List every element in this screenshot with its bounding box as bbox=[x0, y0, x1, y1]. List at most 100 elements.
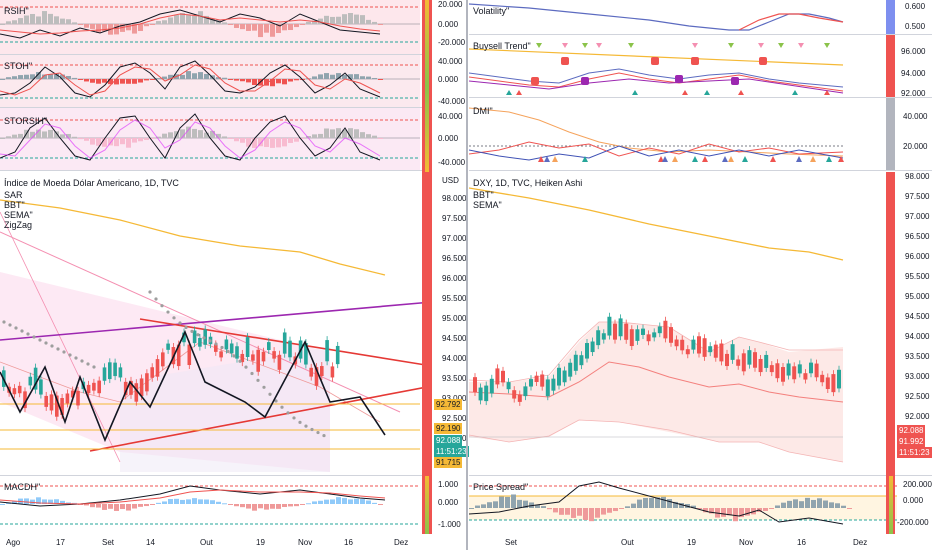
histogram-bar bbox=[282, 79, 287, 85]
histogram-bar bbox=[360, 132, 365, 138]
right-time-axis[interactable]: Set Out 19 Nov 16 Dez bbox=[469, 534, 897, 550]
candle bbox=[123, 381, 128, 396]
histogram-bar bbox=[805, 497, 810, 508]
candle bbox=[797, 364, 802, 374]
histogram-bar bbox=[372, 502, 377, 504]
histogram-bar bbox=[360, 499, 365, 504]
histogram-bar bbox=[54, 131, 59, 138]
histogram-bar bbox=[282, 504, 287, 508]
volatility-axis[interactable]: 0.600 0.500 bbox=[897, 0, 932, 34]
histogram-bar bbox=[168, 74, 173, 79]
histogram-bar bbox=[36, 129, 41, 138]
histogram-bar bbox=[216, 77, 221, 79]
candle bbox=[501, 370, 505, 383]
histogram-bar bbox=[703, 508, 708, 513]
histogram-bar bbox=[360, 76, 365, 79]
dmi-marker bbox=[796, 156, 802, 162]
histogram-bar bbox=[781, 502, 786, 508]
histogram-bar bbox=[216, 133, 221, 138]
histogram-bar bbox=[234, 504, 239, 507]
macd-axis[interactable]: 1.000 0.000 -1.000 bbox=[434, 476, 468, 532]
candle bbox=[741, 353, 746, 372]
storsi-tick: 0.000 bbox=[438, 134, 459, 143]
histogram-bar bbox=[54, 16, 59, 24]
main-right-axis[interactable]: 98.000 97.500 97.000 96.500 96.000 95.500 95.0… bbox=[897, 172, 932, 474]
histogram-bar bbox=[96, 79, 101, 84]
histogram-bar bbox=[120, 79, 125, 84]
volatility-pane[interactable]: Volatility" bbox=[469, 0, 897, 34]
stoh-pane[interactable]: STOH" bbox=[0, 55, 432, 107]
candle bbox=[691, 339, 696, 350]
rsi-pane[interactable]: RSIH" bbox=[0, 0, 432, 54]
price-tick: 94.000 bbox=[905, 332, 930, 341]
histogram-bar bbox=[66, 75, 71, 79]
price-tick: 95.500 bbox=[442, 294, 467, 303]
stoh-tick: 40.000 bbox=[438, 57, 463, 66]
candle bbox=[70, 390, 75, 398]
histogram-bar bbox=[565, 508, 570, 515]
histogram-bar bbox=[252, 79, 257, 86]
storsi-pane[interactable]: STORSIH" bbox=[0, 108, 432, 170]
sar-dot bbox=[154, 297, 158, 301]
date-tick: 14 bbox=[146, 538, 155, 547]
histogram-bar bbox=[342, 14, 347, 24]
stoh-title: STOH" bbox=[4, 61, 33, 71]
price-tick: 93.500 bbox=[442, 374, 467, 383]
sar-dot bbox=[86, 362, 90, 366]
main-left-axis[interactable]: USD 98.000 97.500 97.000 96.500 96.000 95.500… bbox=[434, 172, 469, 474]
buysell-pane[interactable]: Buysell Trend" bbox=[469, 35, 897, 97]
column-divider[interactable] bbox=[466, 0, 468, 550]
sar-dot bbox=[68, 353, 72, 357]
histogram-bar bbox=[192, 128, 197, 138]
histogram-bar bbox=[318, 74, 323, 79]
histogram-bar bbox=[132, 504, 137, 509]
sar-dot bbox=[274, 399, 278, 403]
spread-plot bbox=[469, 481, 897, 525]
sar-dot bbox=[92, 365, 96, 369]
candle bbox=[702, 338, 707, 357]
price-tick: 93.500 bbox=[905, 352, 930, 361]
storsi-tick: -40.000 bbox=[438, 158, 466, 167]
main-chart-right[interactable]: DXY, 1D, TVC, Heiken Ashi BBT" SEMA" bbox=[469, 172, 897, 474]
histogram-bar bbox=[607, 508, 612, 513]
buysell-axis[interactable]: 96.000 94.000 92.000 bbox=[897, 35, 932, 98]
date-tick: Nov bbox=[298, 538, 313, 547]
rsi-axis[interactable]: 20.000 0.000 -20.000 bbox=[434, 0, 468, 54]
histogram-bar bbox=[12, 501, 17, 504]
candle bbox=[65, 393, 70, 404]
sar-dot bbox=[148, 290, 152, 294]
date-tick: Set bbox=[505, 538, 518, 547]
candle bbox=[814, 363, 819, 378]
left-time-axis[interactable]: Ago 17 Set 14 Out 19 Nov 16 Dez bbox=[0, 534, 432, 550]
candle bbox=[49, 394, 54, 411]
histogram-bar bbox=[294, 138, 299, 142]
histogram-bar bbox=[174, 15, 179, 24]
histogram-bar bbox=[282, 24, 287, 31]
histogram-bar bbox=[210, 18, 215, 24]
histogram-bar bbox=[18, 18, 23, 24]
histogram-bar bbox=[6, 136, 11, 138]
trend-marker bbox=[562, 43, 568, 48]
histogram-bar bbox=[366, 76, 371, 79]
histogram-bar bbox=[655, 497, 660, 508]
main-chart-left[interactable]: Índice de Moeda Dólar Americano, 1D, TVC… bbox=[0, 172, 432, 474]
spread-axis[interactable]: 200.000 0.000 -200.000 bbox=[897, 476, 932, 532]
histogram-bar bbox=[475, 505, 480, 508]
histogram-bar bbox=[360, 15, 365, 24]
dmi-axis[interactable]: 40.000 20.000 bbox=[897, 98, 932, 170]
sar-dot bbox=[160, 304, 164, 308]
candle bbox=[674, 339, 679, 347]
histogram-bar bbox=[180, 129, 185, 138]
candle bbox=[596, 330, 601, 346]
histogram-bar bbox=[366, 500, 371, 504]
storsi-axis[interactable]: 40.000 0.000 -40.000 bbox=[434, 108, 468, 170]
candle bbox=[786, 363, 791, 376]
dmi-pane[interactable]: DMI" bbox=[469, 98, 897, 170]
candle bbox=[214, 344, 218, 352]
candle bbox=[484, 385, 489, 402]
candle bbox=[224, 339, 229, 350]
stoh-axis[interactable]: 40.000 0.000 -40.000 bbox=[434, 55, 468, 107]
spread-pane[interactable]: Price Spread" bbox=[469, 476, 897, 532]
macd-pane[interactable]: MACDH" bbox=[0, 476, 432, 532]
candle bbox=[545, 379, 550, 397]
